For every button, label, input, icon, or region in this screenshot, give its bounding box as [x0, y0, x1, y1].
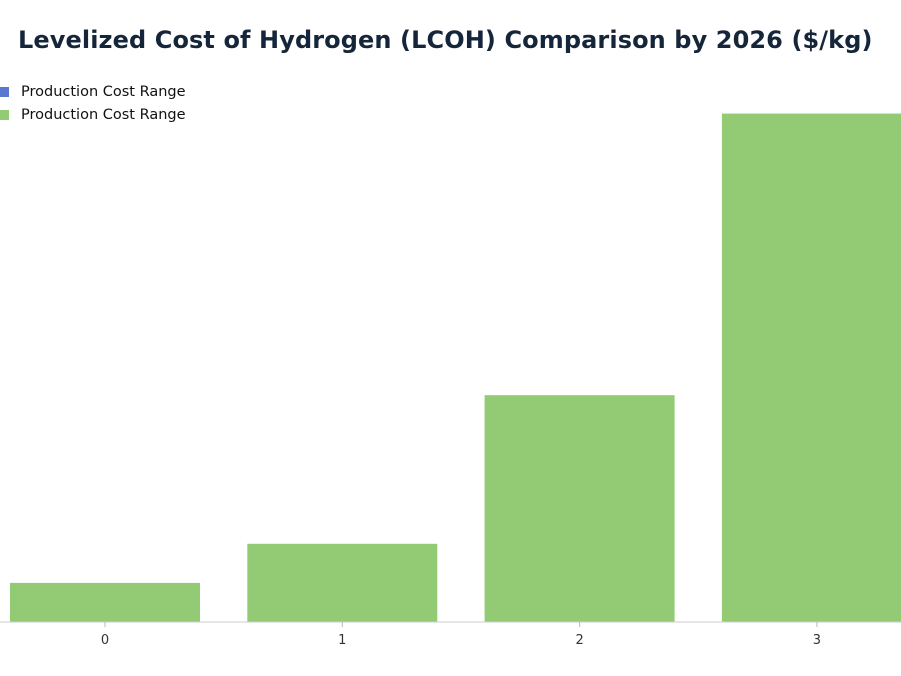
x-axis-ticks: 0 1 2 3: [101, 622, 821, 648]
x-tick-label-3: 3: [813, 633, 821, 648]
legend-item-series-1[interactable]: Production Cost Range: [0, 80, 186, 103]
bar-2-series-2[interactable]: [484, 395, 675, 622]
bar-1-series-2[interactable]: [247, 543, 438, 622]
bar-0-series-2[interactable]: [10, 582, 200, 622]
bar-3-series-2[interactable]: [721, 113, 901, 623]
legend-label-series-1: Production Cost Range: [21, 83, 186, 100]
x-tick-label-1: 1: [338, 633, 346, 648]
x-tick-label-2: 2: [575, 633, 583, 648]
legend-label-series-2: Production Cost Range: [21, 106, 186, 123]
legend-swatch-series-2: [0, 109, 9, 120]
legend: Production Cost Range Production Cost Ra…: [0, 80, 186, 126]
chart-title: Levelized Cost of Hydrogen (LCOH) Compar…: [18, 26, 873, 54]
bars-group: [10, 113, 901, 623]
x-tick-label-0: 0: [101, 633, 109, 648]
legend-item-series-2[interactable]: Production Cost Range: [0, 103, 186, 126]
legend-swatch-series-1: [0, 86, 9, 97]
